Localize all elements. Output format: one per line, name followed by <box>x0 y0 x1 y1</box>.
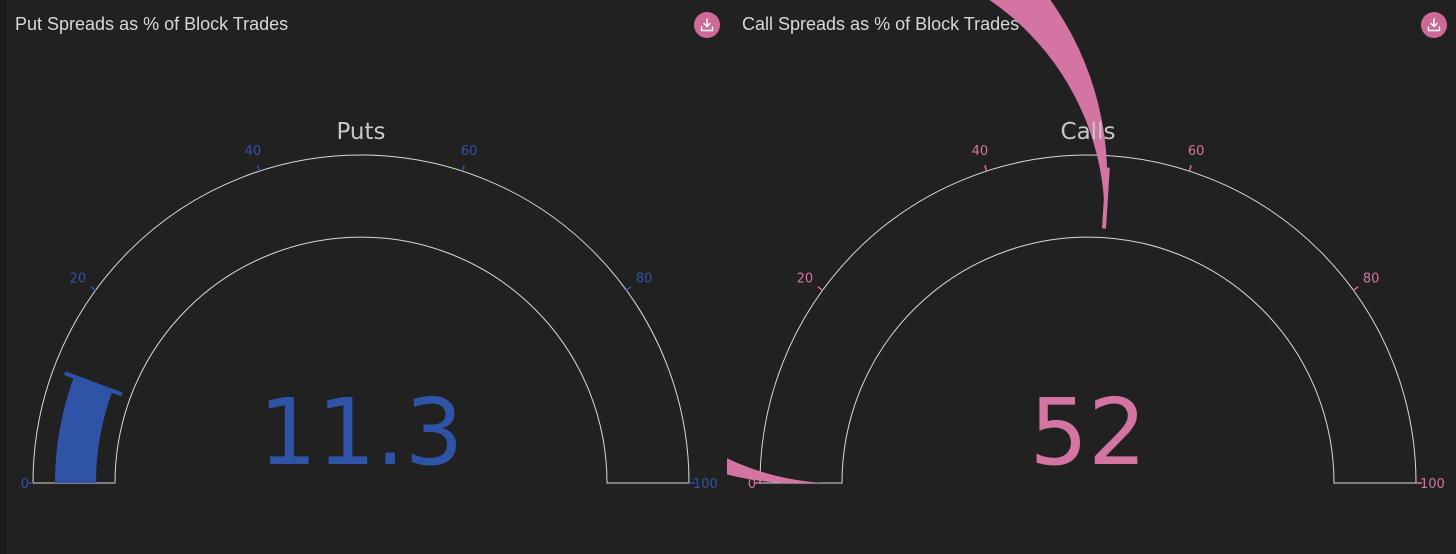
gauge-value-marker <box>64 371 123 397</box>
download-button[interactable] <box>694 12 720 38</box>
gauge-value-bar <box>727 0 1108 483</box>
tick-label: 20 <box>70 271 87 286</box>
gauge-chart: 0 20 40 60 80 100 Puts 11.3 <box>21 119 718 492</box>
tick-mark <box>984 165 988 172</box>
puts-gauge-panel: Put Spreads as % of Block Trades 0 20 40 60… <box>15 12 720 492</box>
gauge-title: Calls <box>1061 119 1116 145</box>
download-icon <box>700 18 714 32</box>
download-icon <box>1427 18 1441 32</box>
tick-label: 0 <box>21 477 29 492</box>
gauge-value-marker <box>1102 167 1110 229</box>
tick-label: 80 <box>636 271 653 286</box>
tick-mark <box>817 286 824 291</box>
gauge-band <box>32 154 690 484</box>
left-edge-strip <box>0 0 6 554</box>
tick-label: 100 <box>693 477 718 492</box>
gauge-chart: 0 20 40 60 80 100 Calls 52 <box>727 0 1445 492</box>
gauge-title: Puts <box>336 119 385 145</box>
tick-mark <box>1352 286 1359 291</box>
tick-mark <box>257 165 261 172</box>
tick-label: 0 <box>748 477 756 492</box>
panel-title: Call Spreads as % of Block Trades <box>742 14 1020 34</box>
tick-label: 20 <box>797 271 814 286</box>
panel-title: Put Spreads as % of Block Trades <box>15 14 289 34</box>
tick-label: 60 <box>1188 144 1205 159</box>
tick-label: 60 <box>461 144 478 159</box>
calls-gauge-panel: Call Spreads as % of Block Trades 0 20 40 6… <box>727 0 1456 554</box>
gauge-value: 52 <box>1029 379 1146 486</box>
gauge-band <box>759 154 1417 484</box>
tick-mark <box>1188 165 1192 172</box>
tick-label: 40 <box>972 144 989 159</box>
tick-mark <box>625 286 632 291</box>
tick-label: 80 <box>1363 271 1380 286</box>
tick-mark <box>90 286 97 291</box>
download-button[interactable] <box>1421 12 1447 38</box>
tick-label: 100 <box>1420 477 1445 492</box>
gauge-value-bar <box>55 376 113 483</box>
tick-label: 40 <box>245 144 262 159</box>
tick-mark <box>461 165 465 172</box>
gauge-value: 11.3 <box>259 379 464 486</box>
